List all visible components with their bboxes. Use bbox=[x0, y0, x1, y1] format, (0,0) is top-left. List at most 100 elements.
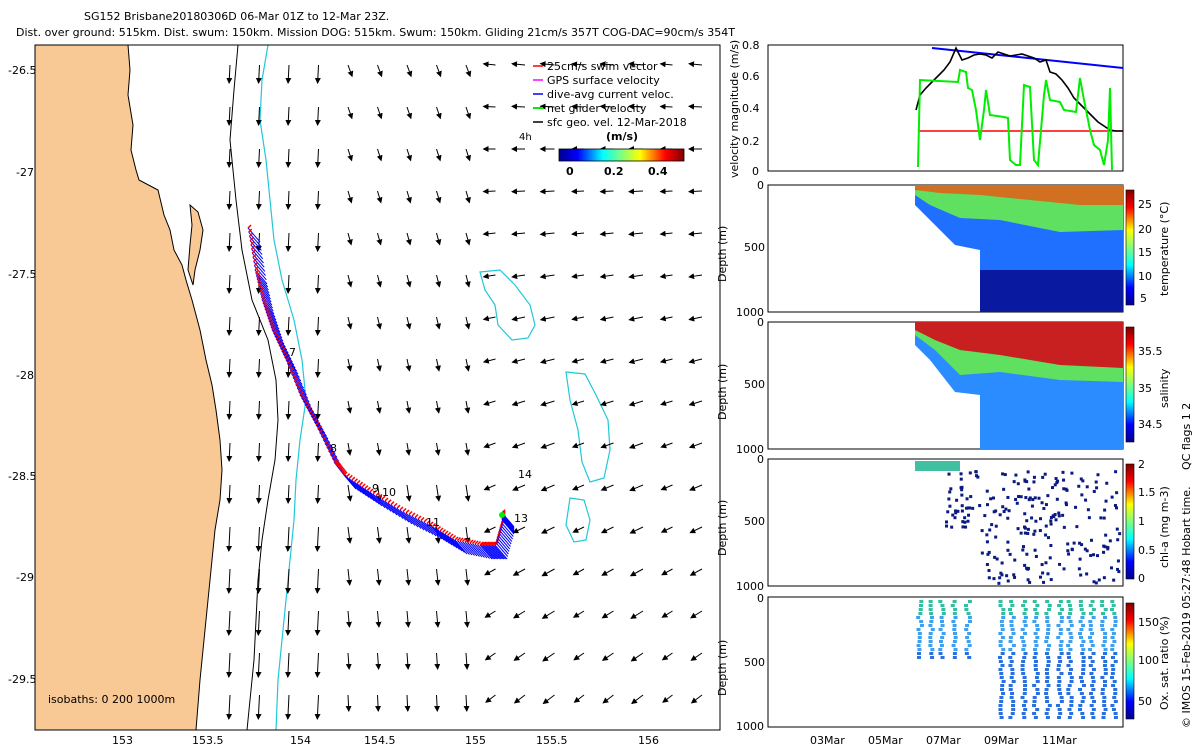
chla-point bbox=[963, 516, 966, 519]
chla-point bbox=[1096, 473, 1099, 476]
chla-point bbox=[1086, 485, 1089, 488]
chla-point bbox=[1014, 498, 1017, 501]
chla-point bbox=[1062, 479, 1065, 482]
oxygen-point bbox=[1090, 712, 1094, 715]
oxygen-point bbox=[1045, 680, 1049, 683]
oxygen-point bbox=[1112, 696, 1116, 699]
oxygen-point bbox=[1045, 636, 1049, 639]
velocity-ytick: 0.8 bbox=[742, 39, 760, 52]
oxygen-point bbox=[929, 612, 933, 615]
oxygen-point bbox=[1066, 628, 1070, 631]
chla-point bbox=[1041, 476, 1044, 479]
chla-point bbox=[1002, 488, 1005, 491]
chla-point bbox=[1042, 507, 1045, 510]
oxygen-point bbox=[1082, 684, 1086, 687]
oxygen-point bbox=[1101, 644, 1105, 647]
chla-point bbox=[1061, 514, 1064, 517]
oxygen-point bbox=[1100, 600, 1104, 603]
chla-point bbox=[1095, 481, 1098, 484]
oxygen-point bbox=[1112, 708, 1116, 711]
chla-point bbox=[1078, 567, 1081, 570]
oxygen-point bbox=[928, 644, 932, 647]
chla-point bbox=[975, 470, 978, 473]
oxygen-point bbox=[1078, 704, 1082, 707]
velocity-arrow bbox=[288, 737, 289, 750]
chla-point bbox=[1047, 536, 1050, 539]
chla-point bbox=[1024, 480, 1027, 483]
oxygen-point bbox=[953, 632, 957, 635]
oxygen-ctick: 100 bbox=[1138, 654, 1159, 667]
oxygen-point bbox=[1104, 648, 1108, 651]
oxygen-point bbox=[1045, 676, 1049, 679]
velocity-arrow bbox=[661, 191, 673, 192]
oxygen-point bbox=[968, 600, 972, 603]
oxygen-point bbox=[918, 632, 922, 635]
oxygen-point bbox=[1033, 600, 1037, 603]
lat-tick: -29 bbox=[16, 571, 34, 584]
chla-point bbox=[947, 497, 950, 500]
chla-point bbox=[1084, 499, 1087, 502]
chla-point bbox=[1005, 574, 1008, 577]
oxygen-point bbox=[1101, 688, 1105, 691]
track-label: 9 bbox=[372, 482, 379, 495]
salinity-panel: Depth (m) 0 500 1000 35.5 35 34.5 salini… bbox=[716, 316, 1171, 456]
chla-point bbox=[1039, 576, 1042, 579]
chla-point bbox=[1110, 566, 1113, 569]
oxygen-point bbox=[1111, 668, 1115, 671]
oxygen-point bbox=[998, 632, 1002, 635]
lon-tick: 154.5 bbox=[364, 734, 396, 747]
salinity-ytick: 0 bbox=[757, 316, 764, 329]
chla-point bbox=[1084, 548, 1087, 551]
oxygen-point bbox=[998, 656, 1002, 659]
oxygen-point bbox=[1035, 612, 1039, 615]
oxygen-point bbox=[965, 652, 969, 655]
chla-point bbox=[1089, 554, 1092, 557]
oxygen-point bbox=[1008, 608, 1012, 611]
oxygen-point bbox=[1045, 672, 1049, 675]
oxygen-point bbox=[1060, 608, 1064, 611]
oxygen-point bbox=[1079, 676, 1083, 679]
chla-point bbox=[1025, 519, 1028, 522]
oxygen-point bbox=[1066, 692, 1070, 695]
oxygen-point bbox=[1091, 600, 1095, 603]
temperature-ctick: 20 bbox=[1138, 223, 1152, 236]
oxygen-point bbox=[1060, 652, 1064, 655]
oxygen-point bbox=[1112, 604, 1116, 607]
oxygen-panel: Depth (m) 0 500 1000 150 100 50 Ox. sat.… bbox=[716, 592, 1171, 733]
oxygen-point bbox=[998, 708, 1002, 711]
oxygen-point bbox=[1024, 624, 1028, 627]
oxygen-point bbox=[1001, 652, 1005, 655]
chla-point bbox=[998, 576, 1001, 579]
oxygen-point bbox=[1045, 616, 1049, 619]
velocity-arrow bbox=[692, 737, 702, 745]
chla-point bbox=[1046, 494, 1049, 497]
oxygen-point bbox=[1010, 624, 1014, 627]
oxygen-point bbox=[1032, 684, 1036, 687]
chla-point bbox=[1063, 567, 1066, 570]
oxygen-point bbox=[1103, 632, 1107, 635]
oxygen-point bbox=[1060, 620, 1064, 623]
oxygen-point bbox=[1045, 668, 1049, 671]
oxygen-point bbox=[1047, 660, 1051, 663]
oxygen-point bbox=[1069, 636, 1073, 639]
oxygen-point bbox=[1089, 692, 1093, 695]
chla-point bbox=[1093, 490, 1096, 493]
oxygen-point bbox=[1081, 672, 1085, 675]
chla-point bbox=[960, 486, 963, 489]
chla-point bbox=[1074, 506, 1077, 509]
oxygen-point bbox=[1002, 680, 1006, 683]
oxygen-point bbox=[1069, 700, 1073, 703]
oxygen-point bbox=[1089, 664, 1093, 667]
oxygen-point bbox=[1045, 700, 1049, 703]
salinity-ctick: 35.5 bbox=[1138, 345, 1163, 358]
chla-point bbox=[1080, 493, 1083, 496]
chla-point bbox=[1020, 495, 1023, 498]
track-label: 10 bbox=[382, 486, 396, 499]
salinity-cbar-label: salinity bbox=[1158, 368, 1171, 408]
temperature-colorbar bbox=[1126, 190, 1134, 305]
oxygen-point bbox=[1088, 620, 1092, 623]
oxygen-point bbox=[1113, 624, 1117, 627]
chla-point bbox=[1021, 548, 1024, 551]
oxygen-point bbox=[1103, 684, 1107, 687]
